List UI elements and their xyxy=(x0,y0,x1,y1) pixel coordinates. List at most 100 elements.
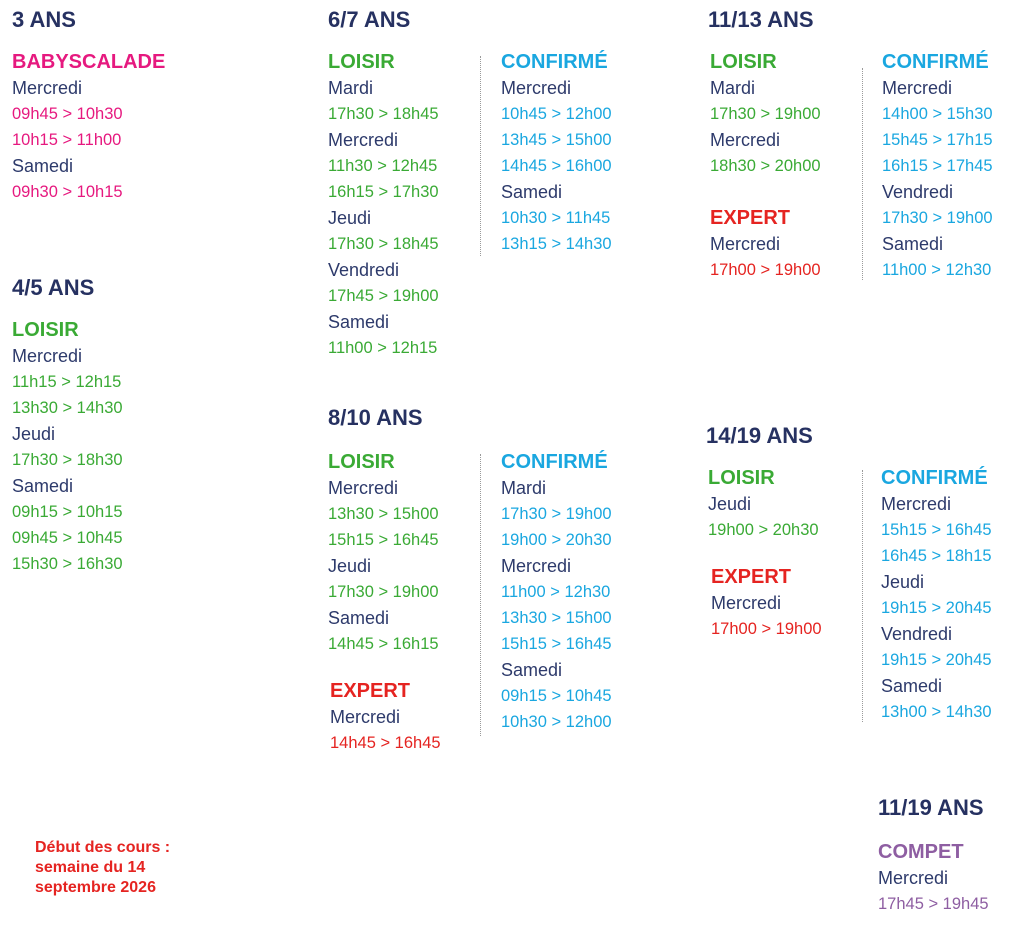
level-heading: EXPERT xyxy=(710,207,791,229)
day-label: Samedi xyxy=(882,234,944,254)
time-slot: 10h45 > 12h00 xyxy=(501,105,612,123)
time-slot: 13h30 > 15h00 xyxy=(328,505,439,523)
day-label: Jeudi xyxy=(708,494,752,514)
section-title: 4/5 ANS xyxy=(12,275,95,300)
time-slot: 15h15 > 16h45 xyxy=(501,635,612,653)
time-slot: 17h00 > 19h00 xyxy=(710,261,821,279)
separator xyxy=(480,454,481,736)
day-label: Mercredi xyxy=(881,494,952,514)
day-label: Jeudi xyxy=(328,556,372,576)
time-slot: 13h15 > 14h30 xyxy=(501,235,612,253)
time-slot: 13h45 > 15h00 xyxy=(501,131,612,149)
section-title: 11/13 ANS xyxy=(708,7,814,32)
time-slot: 17h30 > 19h00 xyxy=(882,209,993,227)
time-slot: 18h30 > 20h00 xyxy=(710,157,821,175)
section-title: 14/19 ANS xyxy=(706,423,813,448)
day-label: Mercredi xyxy=(878,868,949,888)
section-title: 8/10 ANS xyxy=(328,405,423,430)
time-slot: 17h30 > 19h00 xyxy=(501,505,612,523)
day-label: Mercredi xyxy=(711,593,782,613)
time-slot: 16h15 > 17h45 xyxy=(882,157,993,175)
start-note: semaine du 14 xyxy=(35,859,146,876)
day-label: Vendredi xyxy=(328,260,400,280)
time-slot: 14h00 > 15h30 xyxy=(882,105,993,123)
time-slot: 09h45 > 10h30 xyxy=(12,105,123,123)
level-heading: LOISIR xyxy=(710,51,777,73)
time-slot: 09h15 > 10h45 xyxy=(501,687,612,705)
time-slot: 19h15 > 20h45 xyxy=(881,599,992,617)
time-slot: 14h45 > 16h15 xyxy=(328,635,439,653)
time-slot: 14h45 > 16h45 xyxy=(330,734,441,752)
day-label: Vendredi xyxy=(881,624,953,644)
time-slot: 11h00 > 12h30 xyxy=(501,583,611,601)
day-label: Mercredi xyxy=(328,478,399,498)
level-heading: LOISIR xyxy=(328,51,395,73)
time-slot: 13h30 > 15h00 xyxy=(501,609,612,627)
time-slot: 16h45 > 18h15 xyxy=(881,547,992,565)
start-note: Début des cours : xyxy=(35,839,171,856)
time-slot: 15h45 > 17h15 xyxy=(882,131,993,149)
level-heading: BABYSCALADE xyxy=(12,51,166,73)
level-heading: CONFIRMÉ xyxy=(881,467,988,489)
day-label: Vendredi xyxy=(882,182,954,202)
day-label: Jeudi xyxy=(12,424,56,444)
day-label: Mercredi xyxy=(328,130,399,150)
day-label: Mercredi xyxy=(710,130,781,150)
time-slot: 19h15 > 20h45 xyxy=(881,651,992,669)
section-title: 3 ANS xyxy=(12,7,76,32)
time-slot: 11h15 > 12h15 xyxy=(12,373,122,391)
section-title: 6/7 ANS xyxy=(328,7,411,32)
day-label: Jeudi xyxy=(328,208,372,228)
time-slot: 09h30 > 10h15 xyxy=(12,183,123,201)
day-label: Samedi xyxy=(328,608,390,628)
time-slot: 17h30 > 18h45 xyxy=(328,235,439,253)
level-heading: CONFIRMÉ xyxy=(501,51,608,73)
time-slot: 09h15 > 10h15 xyxy=(12,503,123,521)
day-label: Mercredi xyxy=(501,78,572,98)
day-label: Samedi xyxy=(12,156,74,176)
level-heading: LOISIR xyxy=(328,451,395,473)
time-slot: 16h15 > 17h30 xyxy=(328,183,439,201)
day-label: Jeudi xyxy=(881,572,925,592)
day-label: Mercredi xyxy=(501,556,572,576)
level-heading: LOISIR xyxy=(708,467,775,489)
time-slot: 15h15 > 16h45 xyxy=(328,531,439,549)
day-label: Mardi xyxy=(328,78,374,98)
time-slot: 10h30 > 11h45 xyxy=(501,209,611,227)
time-slot: 17h45 > 19h00 xyxy=(328,287,439,305)
day-label: Mardi xyxy=(710,78,756,98)
day-label: Mercredi xyxy=(12,346,83,366)
day-label: Mercredi xyxy=(12,78,83,98)
level-heading: LOISIR xyxy=(12,319,79,341)
time-slot: 13h30 > 14h30 xyxy=(12,399,123,417)
separator xyxy=(862,470,863,722)
level-heading: CONFIRMÉ xyxy=(882,51,989,73)
time-slot: 17h30 > 19h00 xyxy=(328,583,439,601)
time-slot: 10h15 > 11h00 xyxy=(12,131,122,149)
day-label: Mercredi xyxy=(330,707,401,727)
time-slot: 09h45 > 10h45 xyxy=(12,529,123,547)
section-title: 11/19 ANS xyxy=(878,795,984,820)
time-slot: 11h30 > 12h45 xyxy=(328,157,438,175)
separator xyxy=(862,68,863,280)
time-slot: 15h30 > 16h30 xyxy=(12,555,123,573)
time-slot: 19h00 > 20h30 xyxy=(501,531,612,549)
time-slot: 17h30 > 18h30 xyxy=(12,451,123,469)
time-slot: 11h00 > 12h15 xyxy=(328,339,438,357)
time-slot: 10h30 > 12h00 xyxy=(501,713,612,731)
time-slot: 17h30 > 18h45 xyxy=(328,105,439,123)
day-label: Mardi xyxy=(501,478,547,498)
time-slot: 17h00 > 19h00 xyxy=(711,620,822,638)
time-slot: 19h00 > 20h30 xyxy=(708,521,819,539)
time-slot: 14h45 > 16h00 xyxy=(501,157,612,175)
level-heading: EXPERT xyxy=(711,566,792,588)
time-slot: 11h00 > 12h30 xyxy=(882,261,992,279)
time-slot: 17h45 > 19h45 xyxy=(878,895,989,913)
day-label: Mercredi xyxy=(882,78,953,98)
day-label: Samedi xyxy=(328,312,390,332)
day-label: Samedi xyxy=(501,660,563,680)
start-note: septembre 2026 xyxy=(35,879,156,896)
day-label: Samedi xyxy=(881,676,943,696)
day-label: Samedi xyxy=(12,476,74,496)
